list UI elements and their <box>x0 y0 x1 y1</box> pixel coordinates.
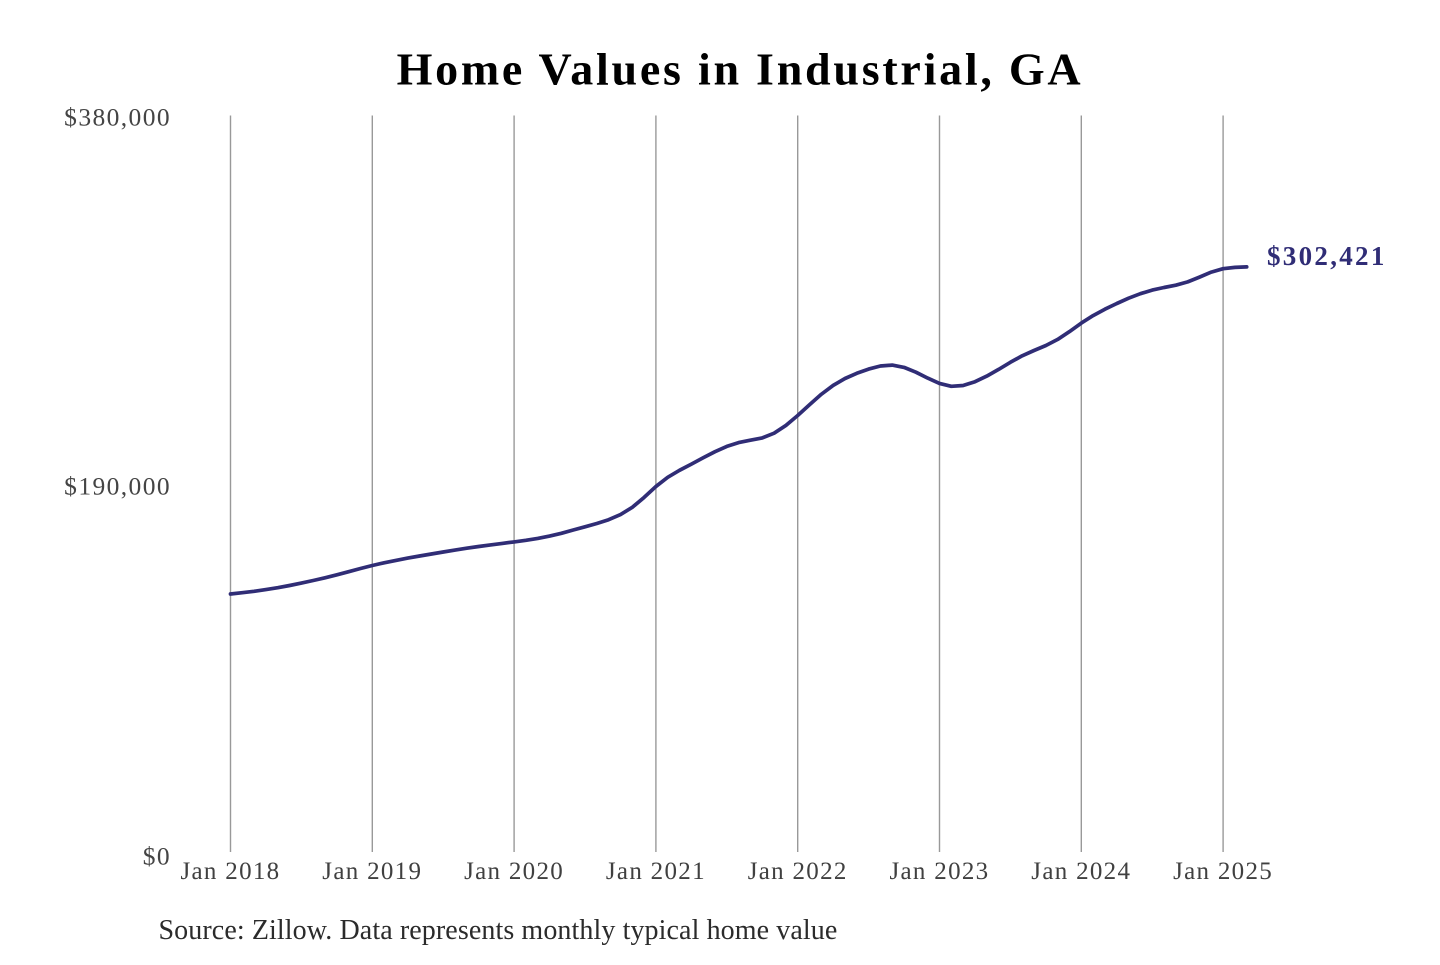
svg-text:Source: Zillow. Data represent: Source: Zillow. Data represents monthly … <box>159 915 838 946</box>
svg-text:Jan 2022: Jan 2022 <box>748 858 848 885</box>
svg-text:Jan 2023: Jan 2023 <box>890 858 990 885</box>
svg-text:$190,000: $190,000 <box>64 471 171 500</box>
svg-text:$302,421: $302,421 <box>1267 241 1387 271</box>
svg-text:Jan 2025: Jan 2025 <box>1173 858 1273 885</box>
svg-text:Jan 2024: Jan 2024 <box>1031 858 1131 885</box>
svg-text:$0: $0 <box>143 842 171 871</box>
svg-text:Home Values in Industrial, GA: Home Values in Industrial, GA <box>397 44 1084 95</box>
svg-text:Jan 2018: Jan 2018 <box>181 858 281 885</box>
svg-text:Jan 2021: Jan 2021 <box>606 858 706 885</box>
svg-text:Jan 2020: Jan 2020 <box>464 858 564 885</box>
svg-text:Jan 2019: Jan 2019 <box>322 858 422 885</box>
svg-text:$380,000: $380,000 <box>64 103 171 132</box>
